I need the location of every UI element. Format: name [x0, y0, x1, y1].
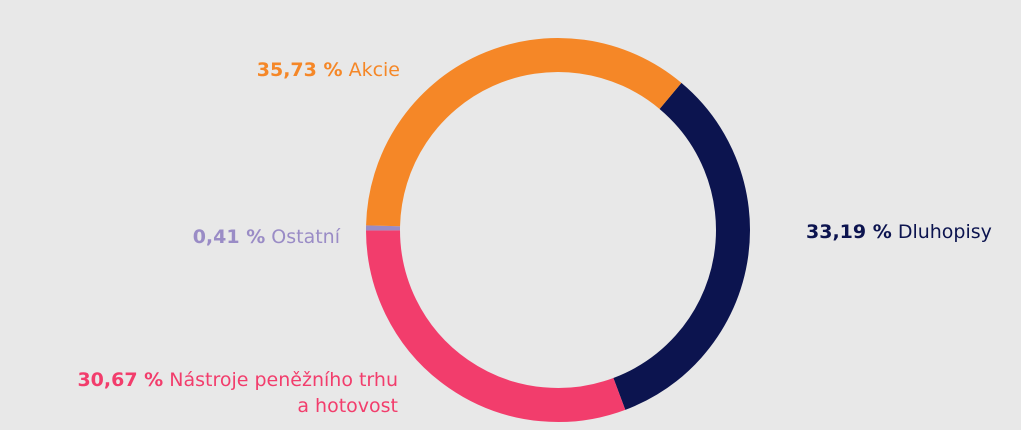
- category-label: Akcie: [348, 59, 400, 81]
- category-label: Dluhopisy: [897, 221, 992, 243]
- segment-label: 30,67 % Nástroje peněžního trhu a hotovo…: [77, 367, 398, 419]
- category-label: Ostatní: [271, 226, 340, 248]
- value-label: 30,67 %: [77, 369, 164, 391]
- donut-segment: [366, 230, 626, 422]
- segment-label: 0,41 % Ostatní: [193, 224, 340, 250]
- value-label: 35,73 %: [256, 59, 343, 81]
- value-label: 33,19 %: [806, 221, 892, 243]
- segment-label: 33,19 % Dluhopisy: [806, 219, 992, 245]
- segment-label: 35,73 % Akcie: [257, 57, 400, 83]
- donut-segment: [366, 38, 682, 227]
- value-label: 0,41 %: [192, 226, 266, 248]
- donut-segment: [613, 82, 750, 410]
- category-label: Nástroje peněžního trhu a hotovost: [169, 369, 398, 417]
